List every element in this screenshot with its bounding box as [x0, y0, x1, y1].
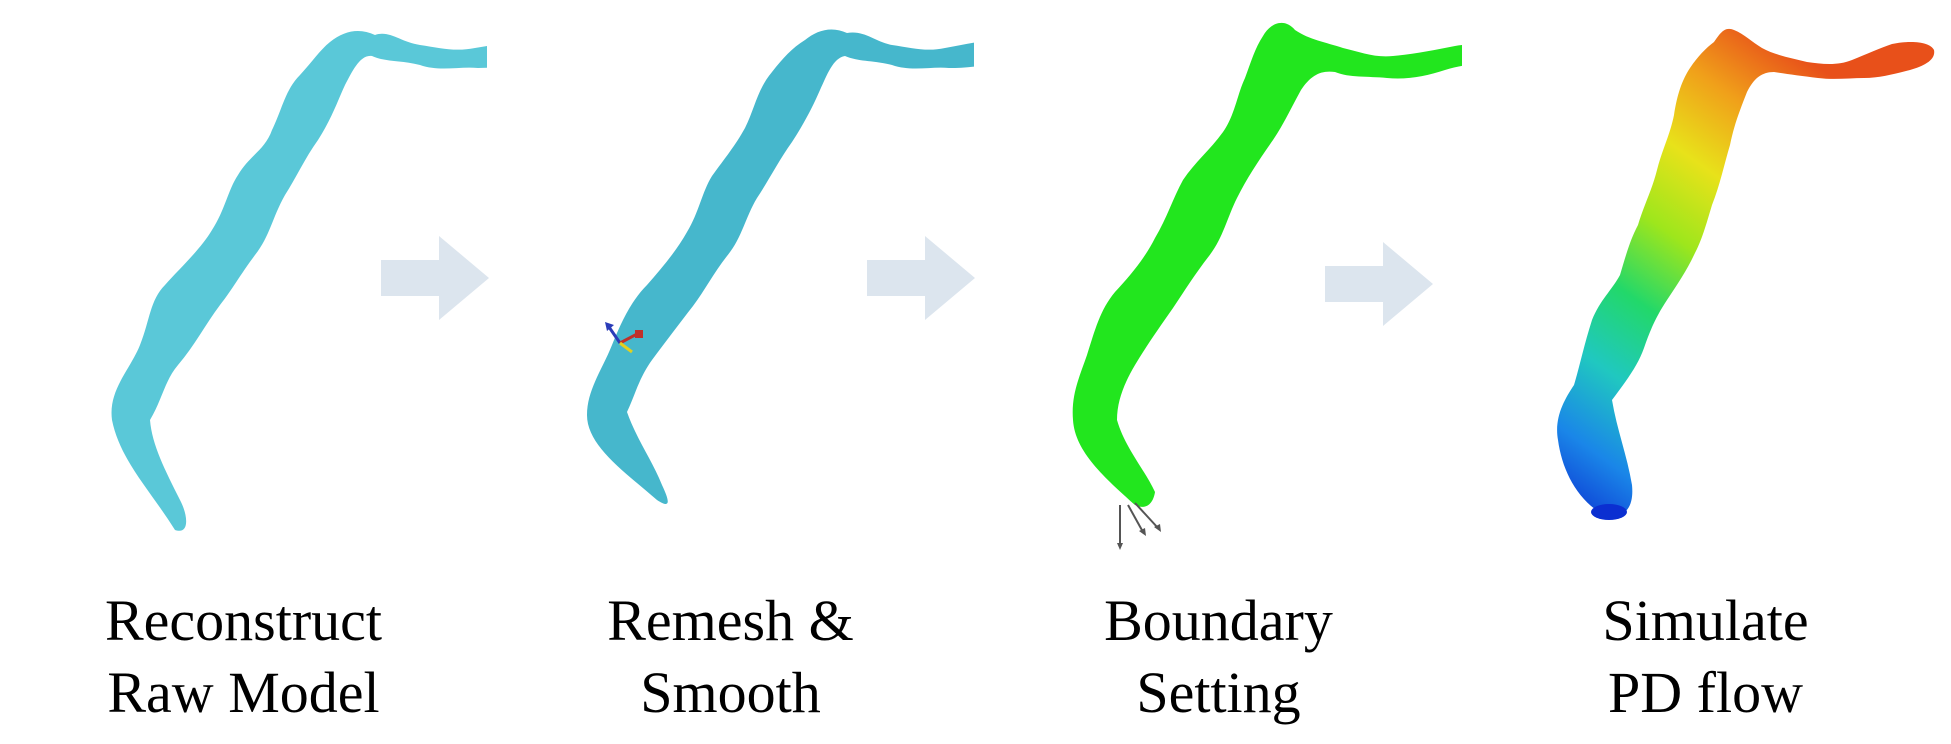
arrow-shape — [867, 236, 975, 320]
right-arrow-icon — [1325, 242, 1433, 326]
step-label: Boundary Setting — [975, 585, 1462, 729]
axis-triad-icon — [605, 322, 643, 354]
arrow-shape — [381, 236, 489, 320]
blue-axis-arrow-head — [605, 322, 614, 331]
outlet-arrow-2 — [1127, 504, 1144, 533]
outlet-arrow-1-head — [1117, 543, 1123, 550]
step-label-line-1: Simulate — [1602, 588, 1809, 653]
simulated-flow-model — [1557, 28, 1935, 520]
step-label-line-1: Remesh & — [607, 588, 854, 653]
outlet-arrow-3 — [1134, 502, 1159, 529]
step-label-line-2: PD flow — [1608, 660, 1803, 725]
step-label: Simulate PD flow — [1462, 585, 1949, 729]
yellow-axis-arrow-icon — [619, 341, 633, 354]
blue-axis-arrow-icon — [607, 326, 622, 344]
remeshed-vessel-model — [587, 29, 974, 504]
outlet-arrows-icon — [1117, 502, 1161, 550]
red-axis-marker — [635, 330, 643, 338]
step-simulate: Simulate PD flow — [1462, 0, 1949, 744]
raw-vessel-model — [111, 30, 487, 531]
vessel-shape — [1557, 28, 1935, 516]
arrow-shape — [1325, 242, 1433, 326]
inlet-cap — [1591, 504, 1627, 520]
outlet-arrow-3-head — [1154, 524, 1161, 532]
right-arrow-icon — [381, 236, 489, 320]
vessel-shape — [587, 29, 974, 504]
step-label: Reconstruct Raw Model — [0, 585, 487, 729]
step-remesh: Remesh & Smooth — [487, 0, 974, 744]
step-reconstruct: Reconstruct Raw Model — [0, 0, 487, 744]
right-arrow-icon — [867, 236, 975, 320]
step-boundary: Boundary Setting — [975, 0, 1462, 744]
step-label: Remesh & Smooth — [487, 585, 974, 729]
outlet-arrow-2-head — [1139, 528, 1146, 536]
step-label-line-1: Reconstruct — [104, 588, 383, 653]
boundary-vessel-model — [1072, 22, 1462, 550]
step-label-line-2: Smooth — [640, 660, 821, 725]
step-label-line-2: Setting — [1136, 660, 1301, 725]
step-label-line-1: Boundary — [1104, 588, 1333, 653]
vessel-shape — [111, 30, 487, 531]
step-label-line-2: Raw Model — [107, 660, 380, 725]
vessel-shape — [1072, 22, 1462, 507]
